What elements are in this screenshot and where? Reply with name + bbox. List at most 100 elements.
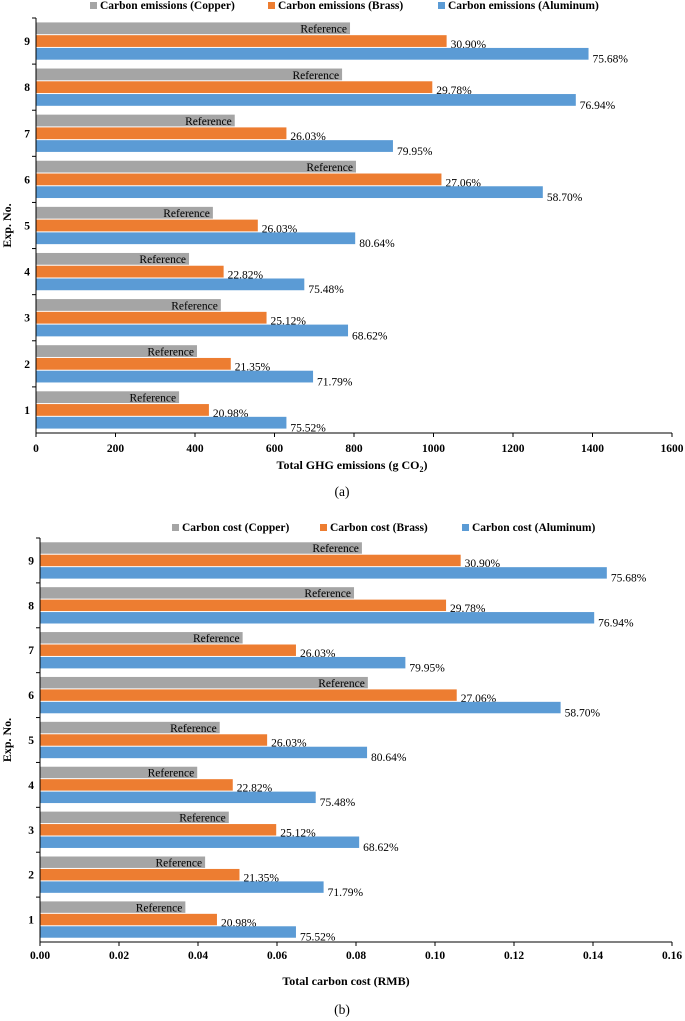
bar-aluminum [36, 278, 305, 291]
data-label-aluminum: 71.79% [317, 376, 353, 388]
data-label-aluminum: 75.68% [593, 54, 629, 66]
data-label-copper: Reference [179, 813, 226, 825]
data-label-copper: Reference [136, 902, 183, 914]
bar-brass [36, 81, 433, 94]
x-tick-label: 0.08 [346, 950, 366, 962]
x-tick-label: 0.16 [662, 950, 682, 962]
bar-aluminum [40, 746, 368, 759]
bar-brass [40, 689, 457, 701]
chart-b: Carbon cost (Copper) Carbon cost (Brass) C… [0, 522, 682, 1017]
bar-aluminum [40, 881, 324, 893]
figure-caption: (b) [334, 1002, 350, 1017]
chart-a: Carbon emissions (Copper) Carbon emission… [0, 0, 684, 499]
y-tick-label: 6 [28, 690, 34, 702]
bar-brass [36, 35, 447, 47]
data-label-copper: Reference [171, 300, 218, 312]
data-label-copper: Reference [312, 543, 359, 555]
bar-copper [40, 542, 362, 554]
bar-copper [40, 766, 198, 779]
data-label-copper: Reference [147, 346, 194, 358]
bar-aluminum [36, 186, 543, 199]
bar-brass [40, 644, 296, 656]
legend-swatch-aluminum [462, 524, 469, 531]
bar-copper [36, 391, 180, 404]
bar-copper [40, 587, 355, 599]
bar-aluminum [40, 791, 316, 804]
y-tick-label: 1 [24, 405, 30, 417]
y-tick-label: 4 [24, 267, 30, 279]
bar-brass [36, 127, 287, 140]
legend-swatch-brass [268, 2, 275, 9]
y-tick-label: 5 [24, 221, 30, 233]
bar-aluminum [36, 324, 349, 337]
data-label-copper: Reference [129, 393, 176, 405]
bar-copper [40, 856, 206, 868]
y-tick-label: 8 [28, 600, 34, 612]
data-label-copper: Reference [304, 588, 351, 600]
bar-brass [36, 173, 442, 186]
bar-aluminum [36, 232, 356, 245]
y-axis-label: Exp. No. [0, 203, 14, 247]
x-tick-label: 1000 [422, 443, 445, 455]
bar-brass [36, 357, 231, 370]
data-label-aluminum: 58.70% [565, 707, 601, 719]
x-axis-label-main: Total GHG emissions (g CO [277, 458, 420, 472]
data-label-aluminum: 76.94% [598, 618, 634, 630]
x-tick-label: 0.10 [425, 950, 445, 962]
legend-label: Carbon emissions (Brass) [278, 0, 403, 12]
bar-copper [36, 22, 351, 35]
data-label-copper: Reference [318, 678, 365, 690]
y-tick-label: 9 [28, 555, 34, 567]
x-tick-label: 200 [107, 443, 125, 455]
y-tick-label: 4 [28, 780, 34, 792]
bar-brass [40, 824, 277, 836]
data-label-aluminum: 80.64% [371, 752, 407, 764]
y-tick-label: 9 [24, 36, 30, 48]
bar-brass [40, 554, 461, 567]
x-tick-label: 1600 [661, 443, 684, 455]
x-tick-label: 0.04 [188, 950, 208, 962]
x-tick-label: 0.00 [30, 950, 50, 962]
x-tick-label: 0.06 [267, 950, 287, 962]
data-label-aluminum: 75.52% [300, 932, 336, 944]
bar-aluminum [40, 567, 607, 579]
data-label-aluminum: 75.52% [290, 423, 326, 435]
data-label-aluminum: 58.70% [547, 192, 583, 204]
bar-aluminum [40, 612, 595, 624]
legend-swatch-aluminum [438, 2, 445, 9]
bar-brass [40, 779, 233, 791]
x-tick-label: 400 [186, 443, 204, 455]
bar-brass [40, 599, 447, 612]
bar-aluminum [36, 94, 576, 106]
x-axis-label-subscript: 2 [419, 465, 423, 474]
y-tick-label: 6 [24, 174, 30, 186]
legend-swatch-copper [172, 524, 179, 531]
bar-brass [40, 734, 268, 746]
bar-brass [36, 404, 209, 416]
legend-swatch-copper [90, 2, 97, 9]
legend-label: Carbon emissions (Copper) [100, 0, 235, 12]
bar-copper [36, 114, 235, 127]
x-axis-label: Total GHG emissions (g CO2) [277, 458, 428, 474]
bar-copper [36, 68, 343, 81]
x-tick-label: 1400 [581, 443, 604, 455]
bar-brass [40, 868, 240, 881]
legend-label: Carbon cost (Brass) [330, 522, 428, 534]
x-tick-label: 800 [345, 443, 363, 455]
y-tick-label: 5 [28, 735, 34, 747]
data-label-aluminum: 75.48% [308, 284, 344, 296]
y-tick-label: 7 [28, 645, 34, 657]
data-label-copper: Reference [300, 24, 347, 36]
bar-brass [40, 913, 217, 926]
data-label-aluminum: 79.95% [409, 662, 445, 674]
data-label-aluminum: 80.64% [359, 238, 395, 250]
legend-label: Carbon cost (Aluminum) [472, 522, 595, 534]
y-tick-label: 1 [28, 915, 34, 927]
data-label-copper: Reference [139, 254, 186, 266]
bar-copper [36, 299, 221, 311]
data-label-aluminum: 75.68% [611, 573, 647, 585]
data-label-copper: Reference [185, 116, 232, 128]
data-label-copper: Reference [292, 70, 339, 82]
bar-copper [40, 901, 186, 913]
